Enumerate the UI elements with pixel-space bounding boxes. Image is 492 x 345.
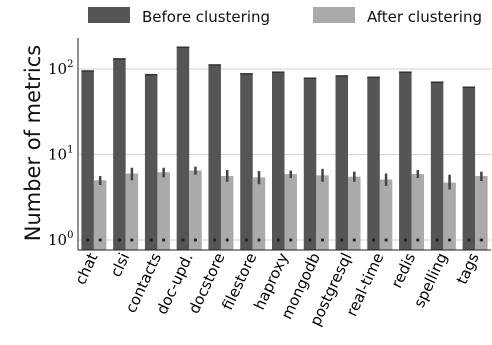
bar-after-filestore (252, 177, 266, 250)
bar-after-real-time (379, 179, 393, 250)
x-tick-label-redis: redis (387, 250, 419, 291)
y-axis-title: Number of metrics (21, 45, 45, 242)
marker-after-tags (479, 238, 483, 242)
marker-before-postgresql (340, 238, 344, 242)
bar-before-filestore (240, 73, 253, 251)
marker-after-contacts (162, 238, 166, 242)
bar-before-docstore (208, 64, 221, 250)
bar-before-doc-upd. (176, 46, 190, 250)
bar-after-clsi (125, 173, 139, 250)
bar-after-redis (411, 174, 425, 250)
bar-after-doc-upd. (189, 170, 202, 250)
marker-before-clsi (117, 238, 122, 242)
bar-before-haproxy (272, 71, 285, 251)
bar-after-spelling (443, 182, 456, 250)
bar-after-contacts (157, 172, 170, 250)
marker-before-haproxy (276, 238, 280, 242)
marker-after-chat (98, 238, 102, 242)
y-tick-label-1: 101 (48, 145, 73, 164)
x-tick-label-tags: tags (453, 250, 483, 287)
error-bars (86, 166, 483, 242)
bar-before-spelling (430, 81, 444, 251)
bar-before-tags (462, 86, 476, 250)
legend: Before clustering After clustering (88, 7, 482, 26)
marker-after-docstore (225, 238, 229, 242)
marker-before-doc-upd. (181, 238, 185, 242)
marker-after-doc-upd. (193, 238, 198, 242)
bar-before-postgresql (335, 75, 349, 250)
bar-before-clsi (113, 58, 126, 250)
legend-swatch-before (88, 7, 130, 23)
marker-before-filestore (244, 238, 249, 242)
legend-label-after: After clustering (367, 8, 482, 26)
marker-before-redis (403, 238, 407, 242)
legend-swatch-after (313, 7, 355, 23)
marker-after-spelling (447, 238, 452, 242)
marker-before-tags (467, 238, 471, 242)
marker-after-redis (416, 238, 420, 242)
x-tick-label-chat: chat (71, 250, 101, 287)
legend-label-before: Before clustering (142, 8, 270, 26)
marker-after-clsi (130, 238, 134, 242)
bar-before-chat (81, 70, 94, 250)
x-tick-label-clsi: clsi (107, 250, 134, 280)
bar-before-real-time (367, 76, 380, 251)
marker-before-real-time (371, 238, 376, 242)
bar-after-tags (475, 176, 488, 250)
x-tick-labels: chat clsicontactsdoc-upd.docstorefilestor… (71, 250, 482, 329)
marker-after-postgresql (352, 238, 356, 242)
bar-after-chat (93, 180, 107, 250)
marker-before-spelling (435, 238, 439, 242)
marker-before-chat (86, 238, 90, 242)
y-tick-label-0: 100 (48, 230, 73, 249)
y-tick-labels: 100 101 102 (48, 59, 73, 249)
marker-before-docstore (213, 238, 217, 242)
bar-before-contacts (144, 74, 158, 250)
bar-after-mongodb (316, 175, 329, 250)
bar-before-redis (399, 71, 412, 251)
bar-after-docstore (220, 176, 234, 250)
bars (81, 46, 488, 251)
marker-before-contacts (149, 238, 153, 242)
marker-before-mongodb (308, 238, 312, 242)
marker-after-mongodb (320, 238, 325, 242)
marker-after-filestore (257, 238, 261, 242)
marker-after-haproxy (289, 238, 293, 242)
bar-before-mongodb (303, 77, 317, 250)
marker-after-real-time (384, 238, 388, 242)
bar-after-postgresql (348, 176, 361, 250)
y-tick-label-2: 102 (48, 59, 73, 78)
axes (77, 38, 491, 251)
bar-after-haproxy (284, 174, 297, 250)
